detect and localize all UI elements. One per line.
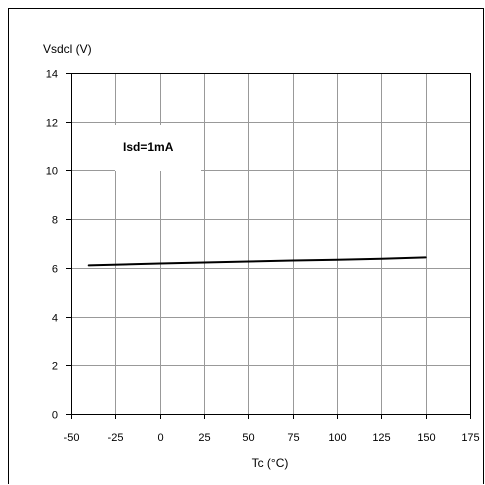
series-layer	[89, 257, 426, 265]
x-tick-label: 0	[157, 432, 163, 444]
y-tick-label: 0	[52, 410, 58, 422]
y-tick-label: 14	[46, 69, 58, 81]
x-tick-label: 75	[287, 432, 299, 444]
y-tick-label: 2	[52, 361, 58, 373]
x-tick-label: 25	[198, 432, 210, 444]
grid-layer	[71, 73, 470, 414]
axis-layer	[72, 74, 471, 415]
annotation-label: Isd=1mA	[123, 140, 174, 154]
x-tick-label: -25	[108, 432, 124, 444]
y-tick-label: 4	[52, 313, 58, 325]
y-tick-label: 12	[46, 118, 58, 130]
x-tick-label: 125	[372, 432, 390, 444]
y-tick-label: 6	[52, 264, 58, 276]
x-tick-label: 50	[242, 432, 254, 444]
tick-layer: -50 -25 0 25 50 75 100 125 150 175 0 2 4 6 8 10 12 14	[46, 69, 480, 445]
x-tick-label: 100	[328, 432, 346, 444]
y-axis-title: Vsdcl (V)	[43, 42, 92, 56]
x-tick-label: 150	[417, 432, 435, 444]
x-tick-label: -50	[64, 432, 80, 444]
series-line	[89, 257, 426, 265]
x-tick-label: 175	[461, 432, 479, 444]
y-tick-label: 8	[52, 215, 58, 227]
y-tick-label: 10	[46, 166, 58, 178]
x-axis-title: Tc (°C)	[252, 456, 289, 470]
plot-border	[72, 74, 471, 415]
